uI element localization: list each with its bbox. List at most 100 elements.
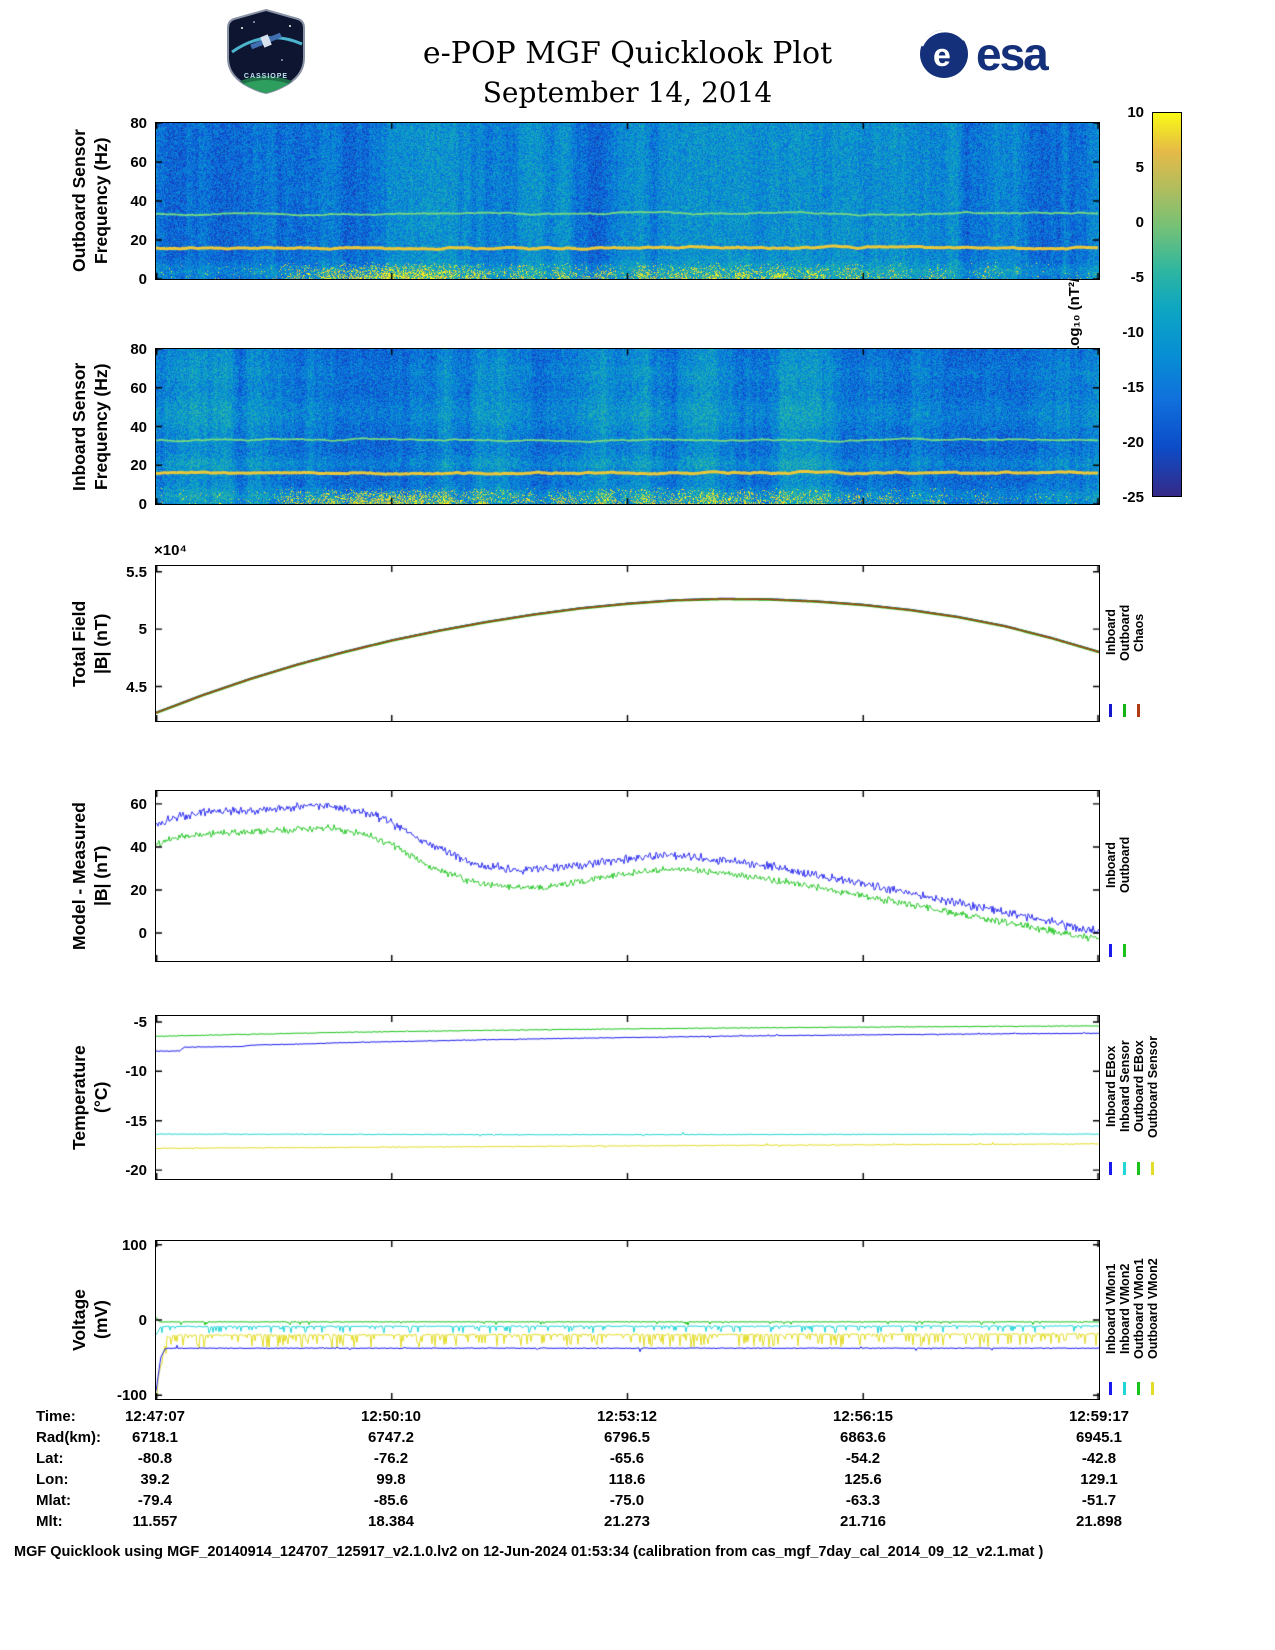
ylabel-line: Temperature — [69, 1045, 89, 1150]
ephemeris-value: -79.4 — [137, 1492, 173, 1509]
ephemeris-row-label: Lon: — [36, 1471, 69, 1488]
legend-label: Inboard — [1104, 842, 1118, 888]
ephemeris-row-label: Time: — [36, 1408, 76, 1425]
ephemeris-row-label: Mlt: — [36, 1513, 63, 1530]
y-tick-label: 60 — [130, 795, 147, 813]
colorbar-tick-label: -25 — [1122, 489, 1144, 506]
ylabel-line: |B| (nT) — [91, 613, 111, 674]
legend-label: Inboard EBox — [1104, 1045, 1118, 1128]
legend-label: Outboard — [1118, 604, 1132, 661]
legend-label: Inboard VMon1 — [1104, 1263, 1118, 1355]
legend-entry: Outboard VMon2 — [1146, 1241, 1160, 1399]
y-tick-label: 0 — [138, 925, 147, 943]
esa-globe-icon: e — [920, 29, 968, 78]
page-title: e-POP MGF Quicklook Plot — [422, 36, 833, 71]
colorbar-tick-label: -10 — [1122, 324, 1144, 341]
esa-logo: e esa — [918, 28, 1049, 80]
temperature-canvas — [156, 1016, 1099, 1179]
ephemeris-value: 12:59:17 — [1068, 1408, 1130, 1425]
legend-label: Chaos — [1132, 613, 1146, 652]
y-tick-label: -15 — [125, 1112, 147, 1130]
temperature-ylabel: Temperature (°C) — [68, 1015, 112, 1180]
svg-text:e: e — [933, 37, 951, 73]
legend-entry: Outboard EBox — [1132, 1016, 1146, 1179]
y-tick-label: 0 — [138, 1312, 147, 1329]
y-tick-label: 40 — [130, 193, 147, 210]
ephemeris-value: 18.384 — [368, 1513, 414, 1530]
ylabel-line: Inboard Sensor — [69, 362, 89, 491]
ephemeris-value: 39.2 — [140, 1471, 170, 1488]
ephemeris-row: Mlat: -79.4 -85.6 -75.0 -63.3 -51.7 — [0, 1492, 1275, 1513]
legend-entry: Outboard — [1118, 791, 1132, 961]
colorbar-tick-label: 10 — [1127, 104, 1144, 121]
ylabel-line: Total Field — [69, 600, 89, 687]
inboard-spectrogram-canvas — [156, 349, 1099, 504]
colorbar-tick-label: -15 — [1122, 379, 1144, 396]
ephemeris-value: -51.7 — [1081, 1492, 1117, 1509]
ephemeris-value: 118.6 — [608, 1471, 646, 1488]
y-tick-label: -100 — [116, 1387, 147, 1405]
colorbar-tick-label: -5 — [1130, 269, 1144, 286]
legend-entry: Inboard EBox — [1104, 1016, 1118, 1179]
ephemeris-value: 6796.5 — [604, 1429, 650, 1446]
ephemeris-row: Lat: -80.8 -76.2 -65.6 -54.2 -42.8 — [0, 1450, 1275, 1471]
y-axis-exponent: ×10⁴ — [154, 542, 187, 559]
legend-entry: Inboard VMon2 — [1118, 1241, 1132, 1399]
voltage-plot: 100 0 -100 Inboard VMon1 Inboard VMon2 Outboa… — [117, 1237, 1160, 1404]
legend-marker — [1123, 944, 1126, 957]
legend-entry: Inboard — [1104, 566, 1118, 721]
legend-entry: Inboard — [1104, 791, 1118, 961]
ephemeris-value: 12:47:07 — [124, 1408, 186, 1425]
legend: Inboard VMon1 Inboard VMon2 Outboard VMon1… — [1104, 1241, 1160, 1399]
ephemeris-value: -75.0 — [609, 1492, 645, 1509]
ephemeris-value: 12:50:10 — [360, 1408, 422, 1425]
legend-marker — [1137, 704, 1140, 717]
legend-marker — [1137, 1382, 1140, 1395]
y-tick-label: 20 — [130, 232, 147, 249]
ephemeris-value: 99.8 — [376, 1471, 406, 1488]
ephemeris-row: Mlt: 11.557 18.384 21.273 21.716 21.898 — [0, 1513, 1275, 1534]
ephemeris-value: -76.2 — [373, 1450, 409, 1467]
ephemeris-value: -42.8 — [1081, 1450, 1117, 1467]
legend-marker — [1123, 1162, 1126, 1175]
ephemeris-row-label: Rad(km): — [36, 1429, 102, 1446]
legend-entry: Outboard Sensor — [1146, 1016, 1160, 1179]
inboard-spectrogram-plot: 0 20 40 60 80 — [130, 341, 1100, 513]
panel-total-field: Total Field |B| (nT) ×10⁴ 4.5 5 5.5 Inboard… — [0, 542, 1275, 722]
legend-marker — [1123, 704, 1126, 717]
legend-label: Outboard VMon2 — [1146, 1258, 1160, 1360]
ephemeris-value: 129.1 — [1080, 1471, 1118, 1488]
ephemeris-value: 12:56:15 — [832, 1408, 894, 1425]
legend-label: Inboard VMon2 — [1118, 1263, 1132, 1355]
y-tick-label: 40 — [130, 838, 147, 856]
ephemeris-row: Time: 12:47:07 12:50:10 12:53:12 12:56:15 12:… — [0, 1408, 1275, 1429]
total-field-canvas — [156, 566, 1099, 721]
ephemeris-value: -80.8 — [137, 1450, 173, 1467]
ephemeris-value: 21.273 — [604, 1513, 650, 1530]
panel-inboard-spectrogram: Inboard Sensor Frequency (Hz) 0 20 40 60 80 — [0, 341, 1275, 513]
y-tick-label: 0 — [138, 496, 147, 513]
ephemeris-row: Lon: 39.2 99.8 118.6 125.6 129.1 — [0, 1471, 1275, 1492]
outboard-spectrogram-canvas — [156, 123, 1099, 279]
ephemeris-value: -54.2 — [845, 1450, 881, 1467]
esa-wordmark: esa — [976, 28, 1049, 80]
legend-marker — [1109, 704, 1112, 717]
y-tick-label: 20 — [130, 881, 147, 899]
model-minus-measured-canvas — [156, 791, 1099, 961]
legend-entry: Chaos — [1132, 566, 1146, 721]
ephemeris-value: 6718.1 — [132, 1429, 178, 1446]
panel-temperature: Temperature (°C) -5 -10 -15 -20 Inboard EBox… — [0, 1013, 1275, 1180]
ephemeris-value: 6747.2 — [368, 1429, 414, 1446]
y-tick-label: -5 — [133, 1013, 147, 1031]
y-tick-label: 5.5 — [126, 563, 147, 581]
ephemeris-row-label: Mlat: — [36, 1492, 71, 1509]
colorbar: Log₁₀ (nT²/Hz) 10 5 0 -5 -10 -15 -20 -25 — [1066, 104, 1182, 506]
mission-patch-label: CASSIOPE — [244, 73, 288, 80]
legend-marker — [1109, 1162, 1112, 1175]
ylabel-line: Voltage — [69, 1289, 89, 1351]
ephemeris-table: Time: 12:47:07 12:50:10 12:53:12 12:56:15 12:… — [0, 1408, 1275, 1534]
ephemeris-value: -65.6 — [609, 1450, 645, 1467]
colorbar-gradient — [1152, 112, 1182, 497]
total-field-ylabel: Total Field |B| (nT) — [68, 565, 112, 722]
ephemeris-value: 12:53:12 — [596, 1408, 658, 1425]
